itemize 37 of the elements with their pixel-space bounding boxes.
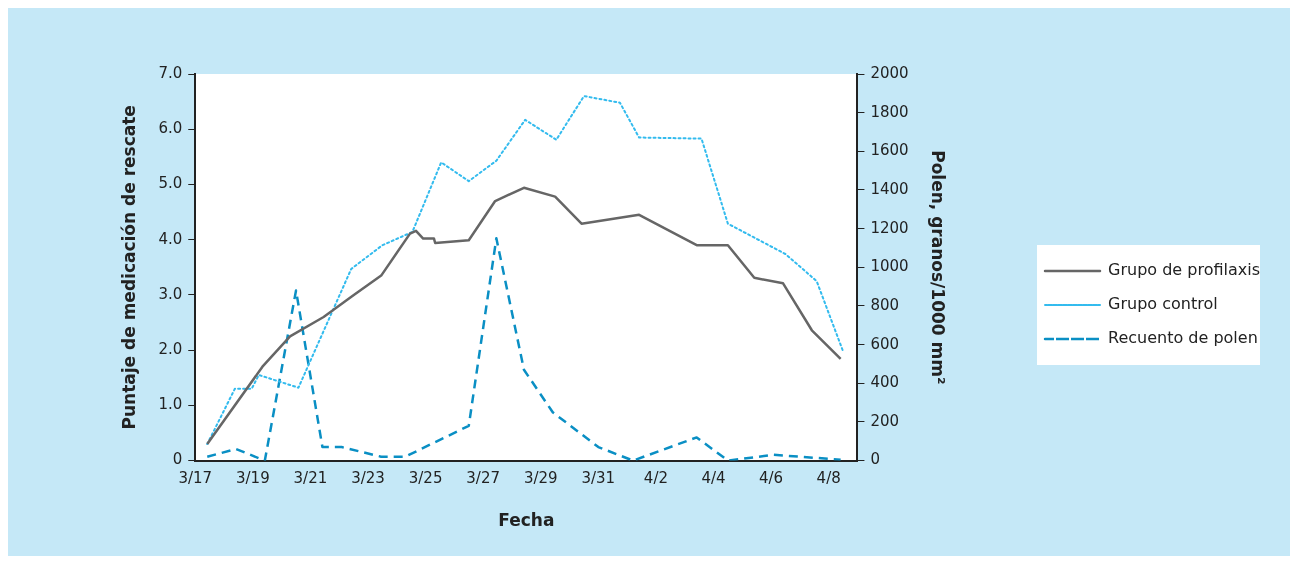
y-tick-label: 2.0 [158, 340, 183, 359]
y2-tick-label: 0 [870, 450, 880, 469]
y-tick-label: 7.0 [158, 63, 183, 82]
y-tick-label: 6.0 [158, 119, 183, 138]
x-axis-title: Fecha [498, 510, 555, 531]
y-tick-label: 4.0 [158, 229, 183, 248]
x-tick-label: 4/4 [701, 469, 726, 488]
y2-tick-label: 1400 [870, 179, 909, 198]
x-tick-label: 3/21 [293, 469, 328, 488]
y-tick-label: 5.0 [158, 174, 183, 193]
y-axis-title: Puntaje de medicación de rescate [118, 105, 139, 430]
legend-label: Grupo control [1108, 294, 1218, 314]
y2-axis-title: Polen, granos/1000 mm² [928, 150, 949, 385]
x-tick-label: 3/29 [523, 469, 558, 488]
y2-tick-label: 400 [870, 373, 900, 392]
x-tick-label: 3/19 [235, 469, 270, 488]
x-tick-label: 3/23 [351, 469, 385, 488]
x-tick-label: 3/17 [178, 469, 213, 488]
y-tick-label: 3.0 [158, 284, 183, 303]
y2-tick-label: 2000 [870, 63, 909, 82]
legend-label: Recuento de polen [1108, 328, 1258, 348]
y2-tick-label: 1800 [870, 102, 909, 121]
x-tick-label: 4/2 [643, 469, 668, 488]
x-tick-label: 3/31 [581, 469, 616, 488]
y2-tick-label: 1600 [870, 141, 909, 160]
y2-tick-label: 600 [870, 334, 900, 353]
legend-label: Grupo de profilaxis [1108, 260, 1260, 280]
x-tick-label: 4/8 [816, 469, 841, 488]
y-tick-label: 0 [172, 450, 183, 469]
y-tick-label: 1.0 [158, 395, 183, 414]
x-tick-label: 3/27 [466, 469, 501, 488]
x-tick-label: 3/25 [408, 469, 443, 488]
x-tick-label: 4/6 [759, 469, 784, 488]
y2-tick-label: 200 [870, 411, 900, 430]
y2-tick-label: 1000 [870, 257, 909, 276]
y2-tick-label: 1200 [870, 218, 909, 237]
y2-tick-label: 800 [870, 295, 900, 314]
